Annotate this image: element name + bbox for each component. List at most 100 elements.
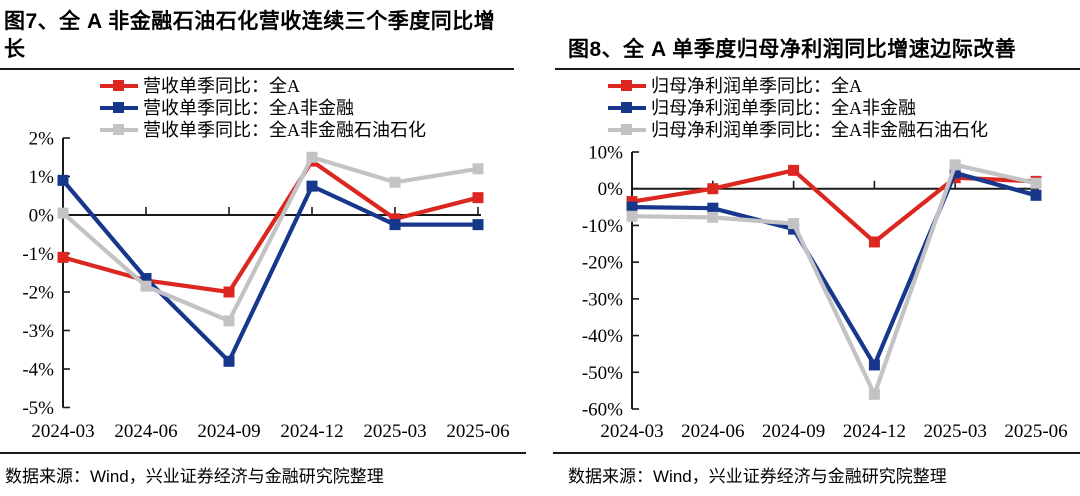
data-point-marker xyxy=(788,164,800,176)
x-axis-tick-label: 2024-03 xyxy=(31,421,94,442)
x-axis-tick-label: 2025-03 xyxy=(363,421,426,442)
data-point-marker xyxy=(223,315,235,327)
data-point-marker xyxy=(140,273,152,285)
legend-gray-marker-icon xyxy=(608,123,646,136)
legend-item: 营收单季同比：全A非金融石油石化 xyxy=(100,118,426,140)
x-axis-tick-label: 2024-09 xyxy=(762,421,825,442)
data-point-marker xyxy=(788,223,800,235)
panel-figure-7: 图7、全 A 非金融石油石化营收连续三个季度同比增长 2% 1% 0% -1% -2% -… xyxy=(0,0,538,496)
data-point-marker xyxy=(707,183,719,195)
x-axis-tick-label: 2024-06 xyxy=(114,421,177,442)
y-axis-tick-label: 2% xyxy=(29,129,55,150)
legend-square-icon xyxy=(113,123,124,135)
figure-8-title-divider xyxy=(555,68,1080,70)
legend-square-icon xyxy=(621,123,632,135)
series-line-blue xyxy=(631,170,1037,370)
data-point-marker xyxy=(57,251,69,263)
y-axis-tick-label: 10% xyxy=(588,143,623,164)
legend-label: 归母净利润单季同比：全A非金融石油石化 xyxy=(651,120,988,140)
data-point-marker xyxy=(868,359,880,371)
data-point-marker xyxy=(949,167,961,179)
x-axis-tick-label: 2025-06 xyxy=(446,421,509,442)
x-axis-tick-label: 2025-03 xyxy=(924,421,987,442)
data-point-marker xyxy=(140,280,152,292)
y-axis-tick-label: 0% xyxy=(29,206,55,227)
y-axis-tick-label: -10% xyxy=(582,216,623,237)
y-axis-tick-label: -2% xyxy=(22,283,54,304)
figure-8-title: 图8、全 A 单季度归母净利润同比增速边际改善 xyxy=(568,38,1017,61)
legend-item: 归母净利润单季同比：全A非金融石油石化 xyxy=(608,118,988,140)
data-point-marker xyxy=(223,286,235,298)
legend-red-marker-icon xyxy=(100,79,138,92)
legend-item: 归母净利润单季同比：全A非金融 xyxy=(608,96,988,118)
y-axis-tick-label: -3% xyxy=(22,321,54,342)
figure-7-title: 图7、全 A 非金融石油石化营收连续三个季度同比增长 xyxy=(4,10,496,61)
x-axis-tick-label: 2024-12 xyxy=(280,421,343,442)
data-point-marker xyxy=(626,196,638,208)
y-axis-tick-label: -1% xyxy=(22,244,54,265)
legend-blue-marker-icon xyxy=(608,101,646,114)
legend-red-marker-icon xyxy=(608,79,646,92)
legend-item: 归母净利润单季同比：全A xyxy=(608,74,988,96)
data-point-marker xyxy=(707,211,719,223)
data-point-marker xyxy=(472,219,484,231)
legend-label: 营收单季同比：全A非金融石油石化 xyxy=(143,120,426,140)
legend-label: 营收单季同比：全A xyxy=(143,76,300,96)
y-axis-tick-label: -60% xyxy=(582,400,623,421)
data-point-marker xyxy=(1030,189,1042,201)
data-point-marker xyxy=(472,163,484,175)
x-axis-tick-label: 2024-06 xyxy=(681,421,744,442)
data-point-marker xyxy=(707,202,719,214)
legend-label: 归母净利润单季同比：全A xyxy=(651,76,862,96)
data-point-marker xyxy=(223,355,235,367)
x-axis-tick-label: 2024-12 xyxy=(843,421,906,442)
data-point-marker xyxy=(472,192,484,204)
series-line-blue xyxy=(61,178,478,365)
data-point-marker xyxy=(389,213,401,225)
legend-square-icon xyxy=(621,101,632,113)
panel-figure-8: 图8、全 A 单季度归母净利润同比增速边际改善 10% 0% -10% -20% -30… xyxy=(543,0,1080,496)
legend-item: 营收单季同比：全A非金融 xyxy=(100,96,426,118)
revenue-yoy-chart: 2% 1% 0% -1% -2% -3% -4% -5% 2024-03 2024-06 2024-… xyxy=(0,70,538,452)
data-point-marker xyxy=(306,151,318,163)
revenue-chart-legend: 营收单季同比：全A 营收单季同比：全A非金融 营收单季同比：全A非金融石油石化 xyxy=(100,74,426,140)
data-point-marker xyxy=(57,207,69,219)
legend-square-icon xyxy=(113,101,124,113)
net-profit-yoy-chart: 10% 0% -10% -20% -30% -40% -50% -60% 2024-03 2024… xyxy=(543,70,1080,452)
figure-8-source-divider xyxy=(553,452,1080,454)
data-point-marker xyxy=(626,201,638,213)
net-profit-yoy-plot: 10% 0% -10% -20% -30% -40% -50% -60%2024-03 2024… xyxy=(582,143,1068,443)
legend-label: 营收单季同比：全A非金融 xyxy=(143,98,354,118)
x-axis-tick-label: 2024-03 xyxy=(600,421,663,442)
y-axis-tick-label: -40% xyxy=(582,326,623,347)
data-point-marker xyxy=(788,218,800,230)
x-axis-tick-label: 2025-06 xyxy=(1004,421,1067,442)
data-point-marker xyxy=(868,388,880,400)
revenue-yoy-plot: 2% 1% 0% -1% -2% -3% -4% -5%2024-03 2024-06 2024-… xyxy=(22,129,509,443)
y-axis-tick-label: 1% xyxy=(29,167,55,188)
figure-7-source-divider xyxy=(0,452,526,454)
legend-square-icon xyxy=(113,79,124,91)
figure-7-data-source: 数据来源：Wind，兴业证券经济与金融研究院整理 xyxy=(5,467,384,486)
y-axis-tick-label: -20% xyxy=(582,253,623,274)
y-axis-tick-label: -4% xyxy=(22,360,54,381)
net-profit-chart-legend: 归母净利润单季同比：全A 归母净利润单季同比：全A非金融 归母净利润单季同比：全A非… xyxy=(608,74,988,140)
figure-8-data-source: 数据来源：Wind，兴业证券经济与金融研究院整理 xyxy=(568,467,947,486)
data-point-marker xyxy=(949,159,961,171)
y-axis-tick-label: -50% xyxy=(582,363,623,384)
y-axis-tick-label: -5% xyxy=(22,398,54,419)
y-axis-tick-label: -30% xyxy=(582,289,623,310)
series-line-gray xyxy=(631,162,1037,400)
figure-7-title-divider xyxy=(0,68,514,70)
data-point-marker xyxy=(1030,177,1042,189)
legend-blue-marker-icon xyxy=(100,101,138,114)
data-point-marker xyxy=(868,236,880,248)
x-axis-tick-label: 2024-09 xyxy=(197,421,260,442)
data-point-marker xyxy=(57,174,69,186)
y-axis-tick-label: 0% xyxy=(598,179,624,200)
data-point-marker xyxy=(306,180,318,192)
legend-label: 归母净利润单季同比：全A非金融 xyxy=(651,98,916,118)
legend-gray-marker-icon xyxy=(100,123,138,136)
data-point-marker xyxy=(389,176,401,188)
legend-item: 营收单季同比：全A xyxy=(100,74,426,96)
